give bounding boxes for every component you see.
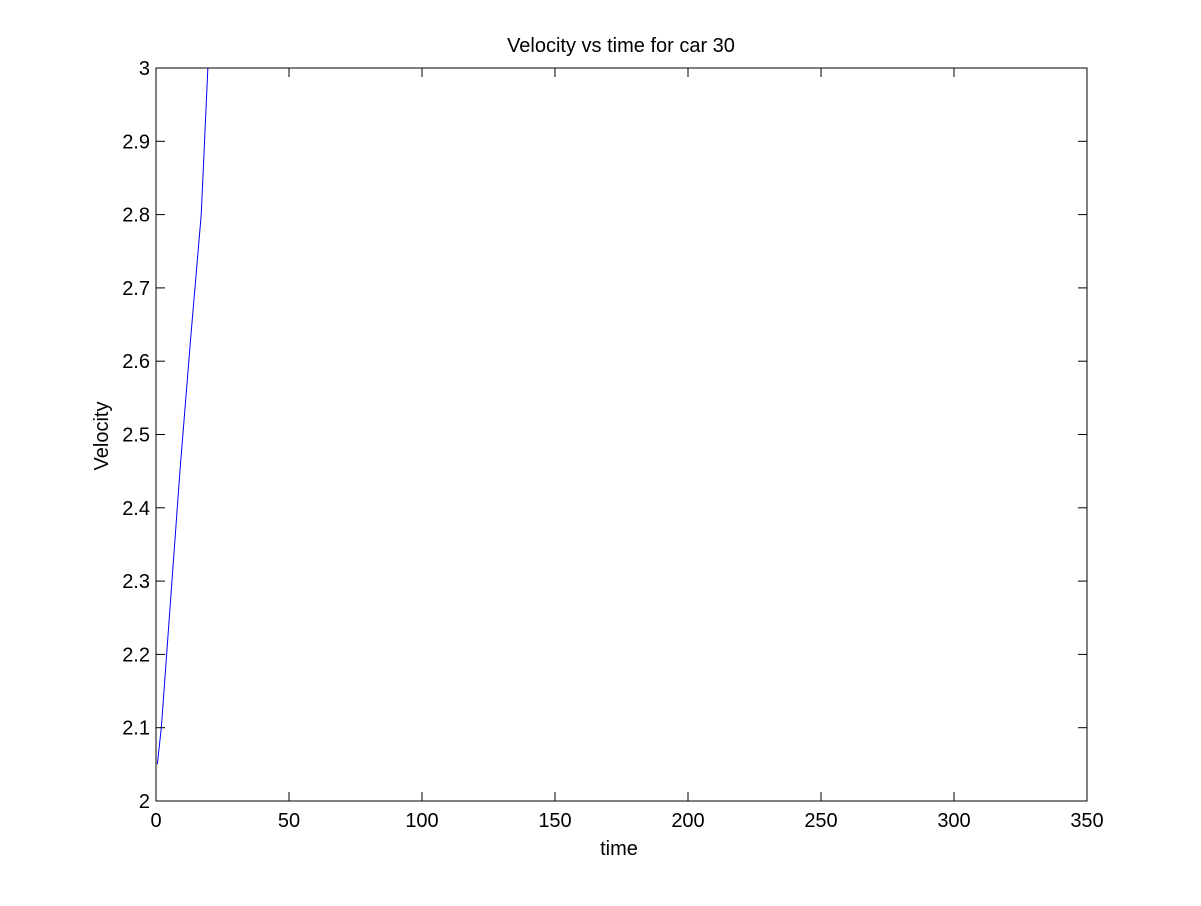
axes-box: [155, 67, 1088, 802]
y-tick-label: 2.4: [122, 498, 150, 520]
y-tick-label: 2.5: [122, 425, 150, 447]
x-axis-label: time: [600, 838, 638, 860]
y-tick-label: 2: [139, 791, 150, 813]
x-tick-label: 200: [671, 810, 704, 832]
chart-title: Velocity vs time for car 30: [507, 35, 735, 57]
x-tick-label: 350: [1070, 810, 1103, 832]
y-tick-label: 2.1: [122, 718, 150, 740]
y-tick-label: 2.9: [122, 131, 150, 153]
y-tick-label: 2.7: [122, 278, 150, 300]
y-tick-label: 2.2: [122, 644, 150, 666]
y-tick-label: 2.6: [122, 351, 150, 373]
x-tick-label: 250: [804, 810, 837, 832]
y-axis-label: Velocity: [91, 402, 113, 471]
y-tick-label: 2.3: [122, 571, 150, 593]
y-tick-label: 2.8: [122, 205, 150, 227]
x-tick-label: 150: [538, 810, 571, 832]
x-tick-label: 0: [150, 810, 161, 832]
x-tick-label: 50: [278, 810, 300, 832]
x-tick-label: 100: [405, 810, 438, 832]
tick-labels-layer: 0 50 100 150 200 250 300 350 2 2.1 2.2 2.3 2.4 2.5 2.6…: [122, 58, 1104, 832]
x-tick-label: 300: [937, 810, 970, 832]
y-tick-label: 3: [139, 58, 150, 80]
plot-area: [156, 68, 1087, 801]
